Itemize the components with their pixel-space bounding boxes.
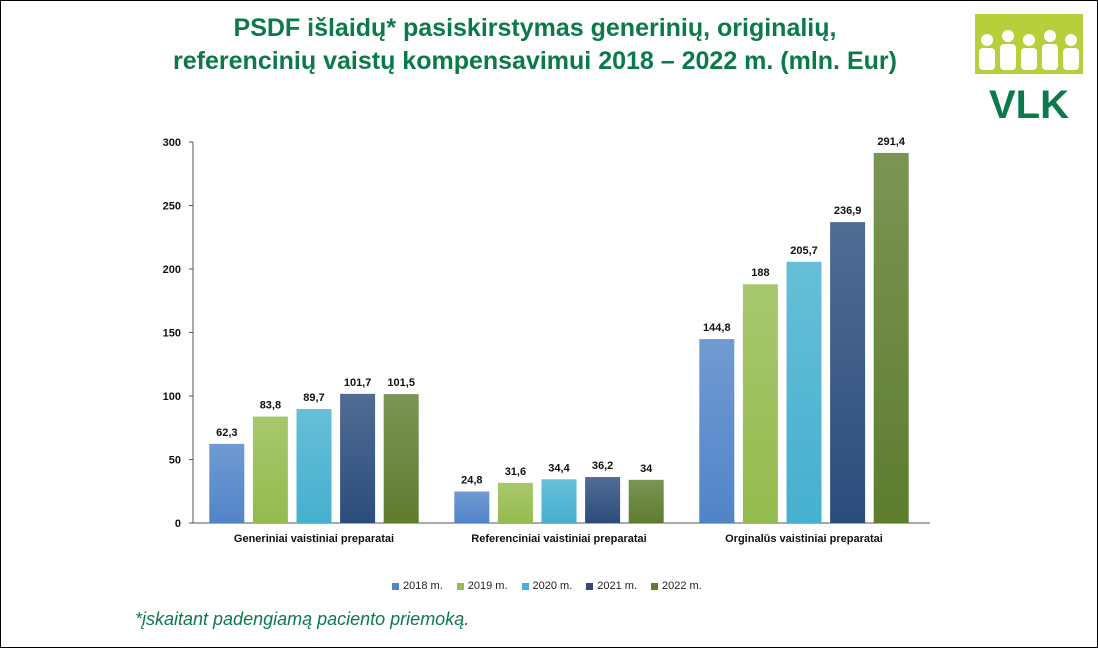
bar xyxy=(786,261,822,523)
data-label: 101,5 xyxy=(387,377,415,389)
legend-item: 2022 m. xyxy=(651,580,702,592)
title-line-2: referencinių vaistų kompensavimui 2018 –… xyxy=(173,47,897,75)
bar xyxy=(340,393,376,523)
category-label: Orginalūs vaistiniai preparatai xyxy=(725,533,883,545)
data-label: 144,8 xyxy=(703,322,731,334)
bar xyxy=(873,152,909,523)
bar xyxy=(830,222,866,523)
legend-swatch xyxy=(586,582,594,590)
data-label: 188 xyxy=(751,267,769,279)
bar xyxy=(699,339,735,523)
data-label: 205,7 xyxy=(790,245,818,257)
legend-swatch xyxy=(392,582,399,590)
data-label: 34,4 xyxy=(548,462,570,474)
chart-legend: 2018 m. 2019 m. 2020 m. 2021 m. 2022 m. xyxy=(392,580,702,592)
vlk-logo: VLK xyxy=(975,14,1083,124)
bar xyxy=(585,477,621,523)
y-tick-label: 0 xyxy=(175,518,181,530)
bar xyxy=(252,416,288,523)
data-label: 62,3 xyxy=(216,427,237,439)
bar xyxy=(296,409,332,523)
data-label: 291,4 xyxy=(877,136,905,148)
data-label: 24,8 xyxy=(461,475,482,487)
legend-swatch xyxy=(651,582,658,590)
logo-text: VLK xyxy=(989,83,1069,124)
y-tick-label: 100 xyxy=(163,391,181,403)
legend-item: 2021 m. xyxy=(586,580,637,592)
bar xyxy=(541,479,577,523)
y-tick-label: 200 xyxy=(163,264,181,276)
title-line-1: PSDF išlaidų* pasiskirstymas generinių, … xyxy=(233,14,837,42)
chart-title: PSDF išlaidų* pasiskirstymas generinių, … xyxy=(120,12,950,78)
legend-swatch xyxy=(456,582,464,590)
footnote: *įskaitant padengiamą paciento priemoką. xyxy=(135,609,470,629)
legend-item: 2020 m. xyxy=(521,580,573,592)
data-label: 236,9 xyxy=(834,205,862,217)
y-tick-label: 250 xyxy=(163,201,181,213)
category-label: Referenciniai vaistiniai preparatai xyxy=(471,533,646,545)
data-label: 89,7 xyxy=(303,392,324,404)
legend-label: 2022 m. xyxy=(662,580,702,592)
bar xyxy=(742,284,778,523)
y-tick-label: 150 xyxy=(163,328,181,340)
data-label: 36,2 xyxy=(592,460,613,472)
legend-item: 2018 m. xyxy=(392,580,443,592)
data-label: 83,8 xyxy=(260,400,281,412)
legend-item: 2019 m. xyxy=(456,580,508,592)
y-tick-label: 300 xyxy=(163,137,181,149)
bar xyxy=(383,394,419,523)
data-label: 31,6 xyxy=(505,466,526,478)
data-label: 101,7 xyxy=(344,377,372,389)
legend-swatch xyxy=(521,582,529,590)
category-label: Generiniai vaistiniai preparatai xyxy=(234,533,394,545)
legend-label: 2018 m. xyxy=(403,580,443,592)
bar xyxy=(454,491,490,523)
bar xyxy=(209,443,245,523)
legend-label: 2019 m. xyxy=(467,580,508,592)
data-label: 34 xyxy=(640,463,653,475)
bar xyxy=(497,482,533,523)
y-tick-label: 50 xyxy=(169,455,181,467)
legend-label: 2021 m. xyxy=(597,580,637,592)
legend-label: 2020 m. xyxy=(532,580,573,592)
bar xyxy=(628,479,664,523)
